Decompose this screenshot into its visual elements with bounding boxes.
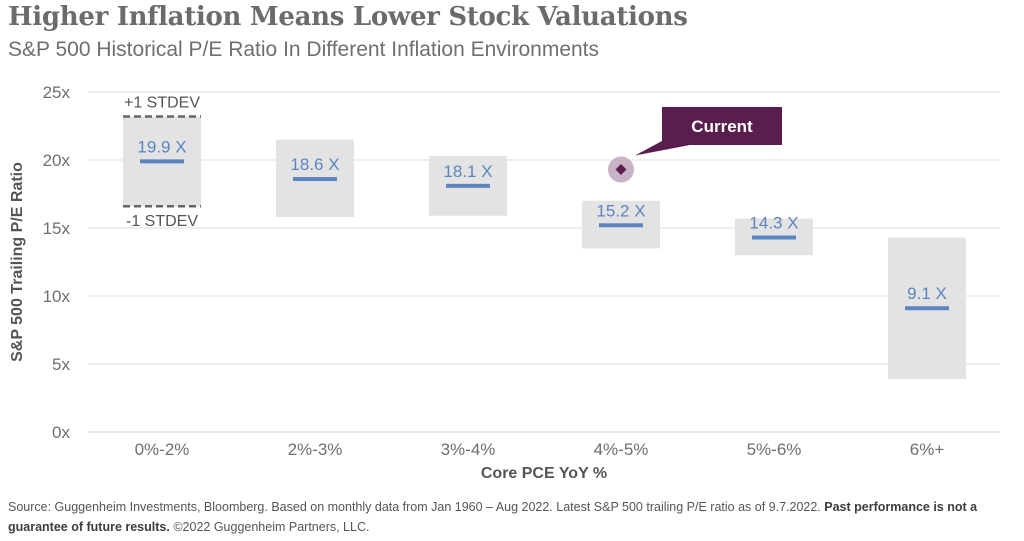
median-value-label: 14.3 X	[749, 214, 798, 233]
median-value-label: 18.6 X	[290, 155, 339, 174]
y-tick-label: 10x	[43, 287, 71, 306]
y-tick-label: 0x	[52, 423, 70, 442]
footnote-source: Source: Guggenheim Investments, Bloomber…	[8, 500, 821, 514]
x-tick-label: 2%-3%	[288, 440, 343, 459]
pe-ratio-chart: 0x 5x 10x 15x 20x 25x 19.9 X 0%-2% 18.6 X 2%-3% 18…	[9, 83, 1000, 482]
x-tick-label: 0%-2%	[135, 440, 190, 459]
minus-stdev-label: -1 STDEV	[126, 213, 198, 230]
footnote-copyright: ©2022 Guggenheim Partners, LLC.	[173, 520, 370, 534]
y-tick-label: 5x	[52, 355, 70, 374]
footnote-disclaimer: Past performance is not a guarantee of f…	[8, 500, 978, 534]
x-tick-label: 4%-5%	[594, 440, 649, 459]
median-value-label: 18.1 X	[443, 162, 492, 181]
x-tick-label: 3%-4%	[441, 440, 496, 459]
source-footnote: Source: Guggenheim Investments, Bloomber…	[8, 497, 1016, 537]
stdev-bands	[123, 116, 966, 379]
median-bar-2	[446, 183, 490, 188]
median-bar-3	[599, 223, 643, 228]
median-value-label: 9.1 X	[907, 284, 947, 303]
x-tick-label: 6%+	[910, 440, 945, 459]
gridlines	[88, 91, 1000, 433]
axis-labels: 0x 5x 10x 15x 20x 25x 19.9 X 0%-2% 18.6 X 2%-3% 18…	[9, 83, 947, 482]
y-tick-label: 15x	[43, 219, 71, 238]
median-value-label: 19.9 X	[137, 137, 186, 156]
chart-title: Higher Inflation Means Lower Stock Valua…	[8, 2, 688, 32]
current-marker	[615, 164, 627, 176]
median-bar-4	[752, 235, 796, 240]
y-tick-label: 25x	[43, 83, 71, 102]
x-tick-label: 5%-6%	[747, 440, 802, 459]
median-value-label: 15.2 X	[596, 201, 645, 220]
x-axis-title: Core PCE YoY %	[481, 465, 607, 482]
median-bar-1	[293, 177, 337, 182]
median-bar-5	[905, 306, 949, 311]
median-bar-0	[140, 159, 184, 164]
chart-subtitle: S&P 500 Historical P/E Ratio In Differen…	[8, 38, 600, 61]
callout-label: Current	[691, 117, 753, 136]
plus-stdev-label: +1 STDEV	[124, 94, 200, 111]
callout-box	[662, 107, 782, 145]
chart-marks	[123, 107, 949, 311]
y-axis-title: S&P 500 Trailing P/E Ratio	[9, 162, 26, 362]
y-tick-label: 20x	[43, 151, 71, 170]
